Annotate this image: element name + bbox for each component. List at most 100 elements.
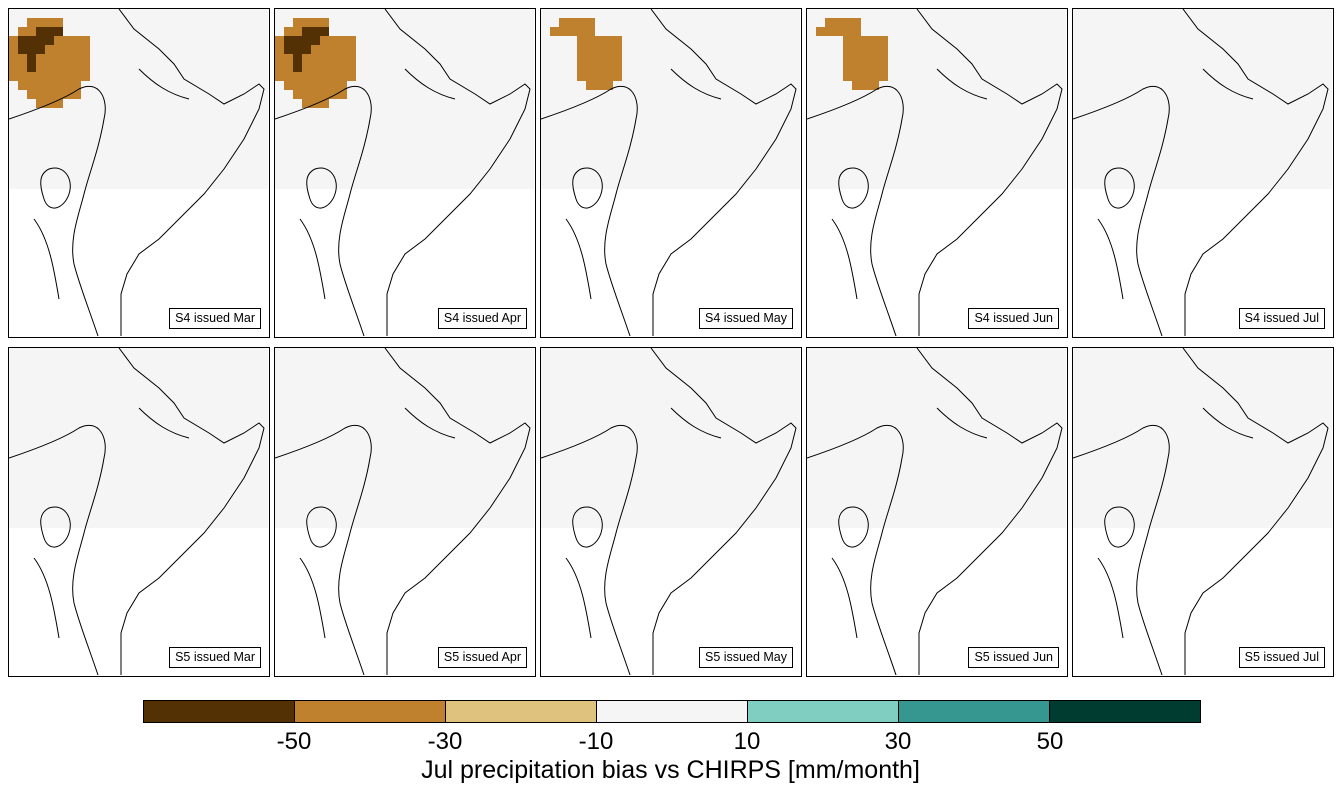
grid-cell	[906, 135, 915, 144]
grid-cell	[933, 18, 942, 27]
grid-cell	[261, 135, 268, 144]
grid-cell	[1253, 108, 1262, 117]
grid-cell	[9, 474, 18, 483]
grid-cell	[171, 357, 180, 366]
grid-cell	[500, 519, 509, 528]
grid-cell	[1100, 9, 1109, 18]
grid-cell	[72, 117, 81, 126]
grid-cell	[631, 36, 640, 45]
grid-cell	[1145, 54, 1154, 63]
grid-cell	[915, 81, 924, 90]
grid-cell	[861, 420, 870, 429]
grid-cell	[117, 474, 126, 483]
grid-cell	[63, 474, 72, 483]
grid-cell	[261, 492, 268, 501]
grid-cell	[284, 144, 293, 153]
grid-cell	[631, 72, 640, 81]
grid-cell	[392, 384, 401, 393]
grid-cell	[676, 402, 685, 411]
grid-cell	[978, 153, 987, 162]
grid-cell	[509, 501, 518, 510]
grid-cell	[807, 108, 816, 117]
grid-cell	[108, 519, 117, 528]
grid-cell	[225, 438, 234, 447]
grid-cell	[302, 375, 311, 384]
grid-cell	[861, 402, 870, 411]
grid-cell	[1172, 90, 1181, 99]
grid-cell	[1172, 36, 1181, 45]
grid-cell	[649, 411, 658, 420]
grid-cell	[784, 393, 793, 402]
grid-cell	[676, 171, 685, 180]
grid-cell	[933, 81, 942, 90]
grid-cell	[888, 9, 897, 18]
grid-cell	[383, 54, 392, 63]
grid-cell	[410, 384, 419, 393]
grid-cell	[757, 90, 766, 99]
grid-cell	[347, 45, 356, 54]
grid-cell	[225, 27, 234, 36]
grid-cell	[117, 90, 126, 99]
grid-cell	[419, 18, 428, 27]
grid-cell	[694, 90, 703, 99]
grid-cell	[338, 108, 347, 117]
grid-cell	[906, 45, 915, 54]
grid-cell	[622, 18, 631, 27]
grid-cell	[897, 393, 906, 402]
grid-cell	[1041, 180, 1050, 189]
grid-cell	[482, 348, 491, 357]
grid-cell	[54, 357, 63, 366]
grid-cell	[482, 117, 491, 126]
grid-cell	[784, 375, 793, 384]
grid-cell	[1109, 54, 1118, 63]
grid-cell	[320, 384, 329, 393]
grid-cell	[207, 108, 216, 117]
grid-cell	[189, 474, 198, 483]
grid-cell	[730, 474, 739, 483]
grid-cell	[275, 153, 284, 162]
grid-cell	[568, 474, 577, 483]
grid-cell	[1307, 117, 1316, 126]
coastline	[33, 557, 60, 639]
grid-cell	[36, 492, 45, 501]
grid-cell	[667, 357, 676, 366]
grid-cell	[27, 18, 36, 27]
grid-cell	[410, 429, 419, 438]
grid-cell	[338, 393, 347, 402]
grid-cell	[180, 45, 189, 54]
grid-cell	[1289, 18, 1298, 27]
grid-cell	[703, 36, 712, 45]
grid-cell	[739, 411, 748, 420]
grid-cell	[658, 180, 667, 189]
grid-cell	[694, 171, 703, 180]
grid-cell	[1298, 45, 1307, 54]
grid-cell	[36, 510, 45, 519]
grid-cell	[18, 162, 27, 171]
grid-cell	[766, 9, 775, 18]
grid-cell	[144, 153, 153, 162]
grid-cell	[775, 438, 784, 447]
grid-cell	[703, 501, 712, 510]
grid-cell	[243, 36, 252, 45]
grid-cell	[658, 492, 667, 501]
grid-cell	[775, 483, 784, 492]
grid-cell	[1253, 81, 1262, 90]
grid-cell	[1082, 180, 1091, 189]
grid-cell	[1271, 153, 1280, 162]
grid-cell	[329, 420, 338, 429]
grid-cell	[374, 171, 383, 180]
grid-cell	[473, 375, 482, 384]
grid-cell	[793, 108, 800, 117]
grid-cell	[338, 438, 347, 447]
grid-cell	[685, 393, 694, 402]
grid-cell	[383, 501, 392, 510]
grid-cell	[162, 348, 171, 357]
grid-cell	[703, 456, 712, 465]
grid-cell	[108, 447, 117, 456]
grid-cell	[482, 90, 491, 99]
grid-cell	[586, 54, 595, 63]
grid-cell	[347, 438, 356, 447]
grid-cell	[951, 126, 960, 135]
grid-cell	[473, 447, 482, 456]
grid-cell	[559, 384, 568, 393]
